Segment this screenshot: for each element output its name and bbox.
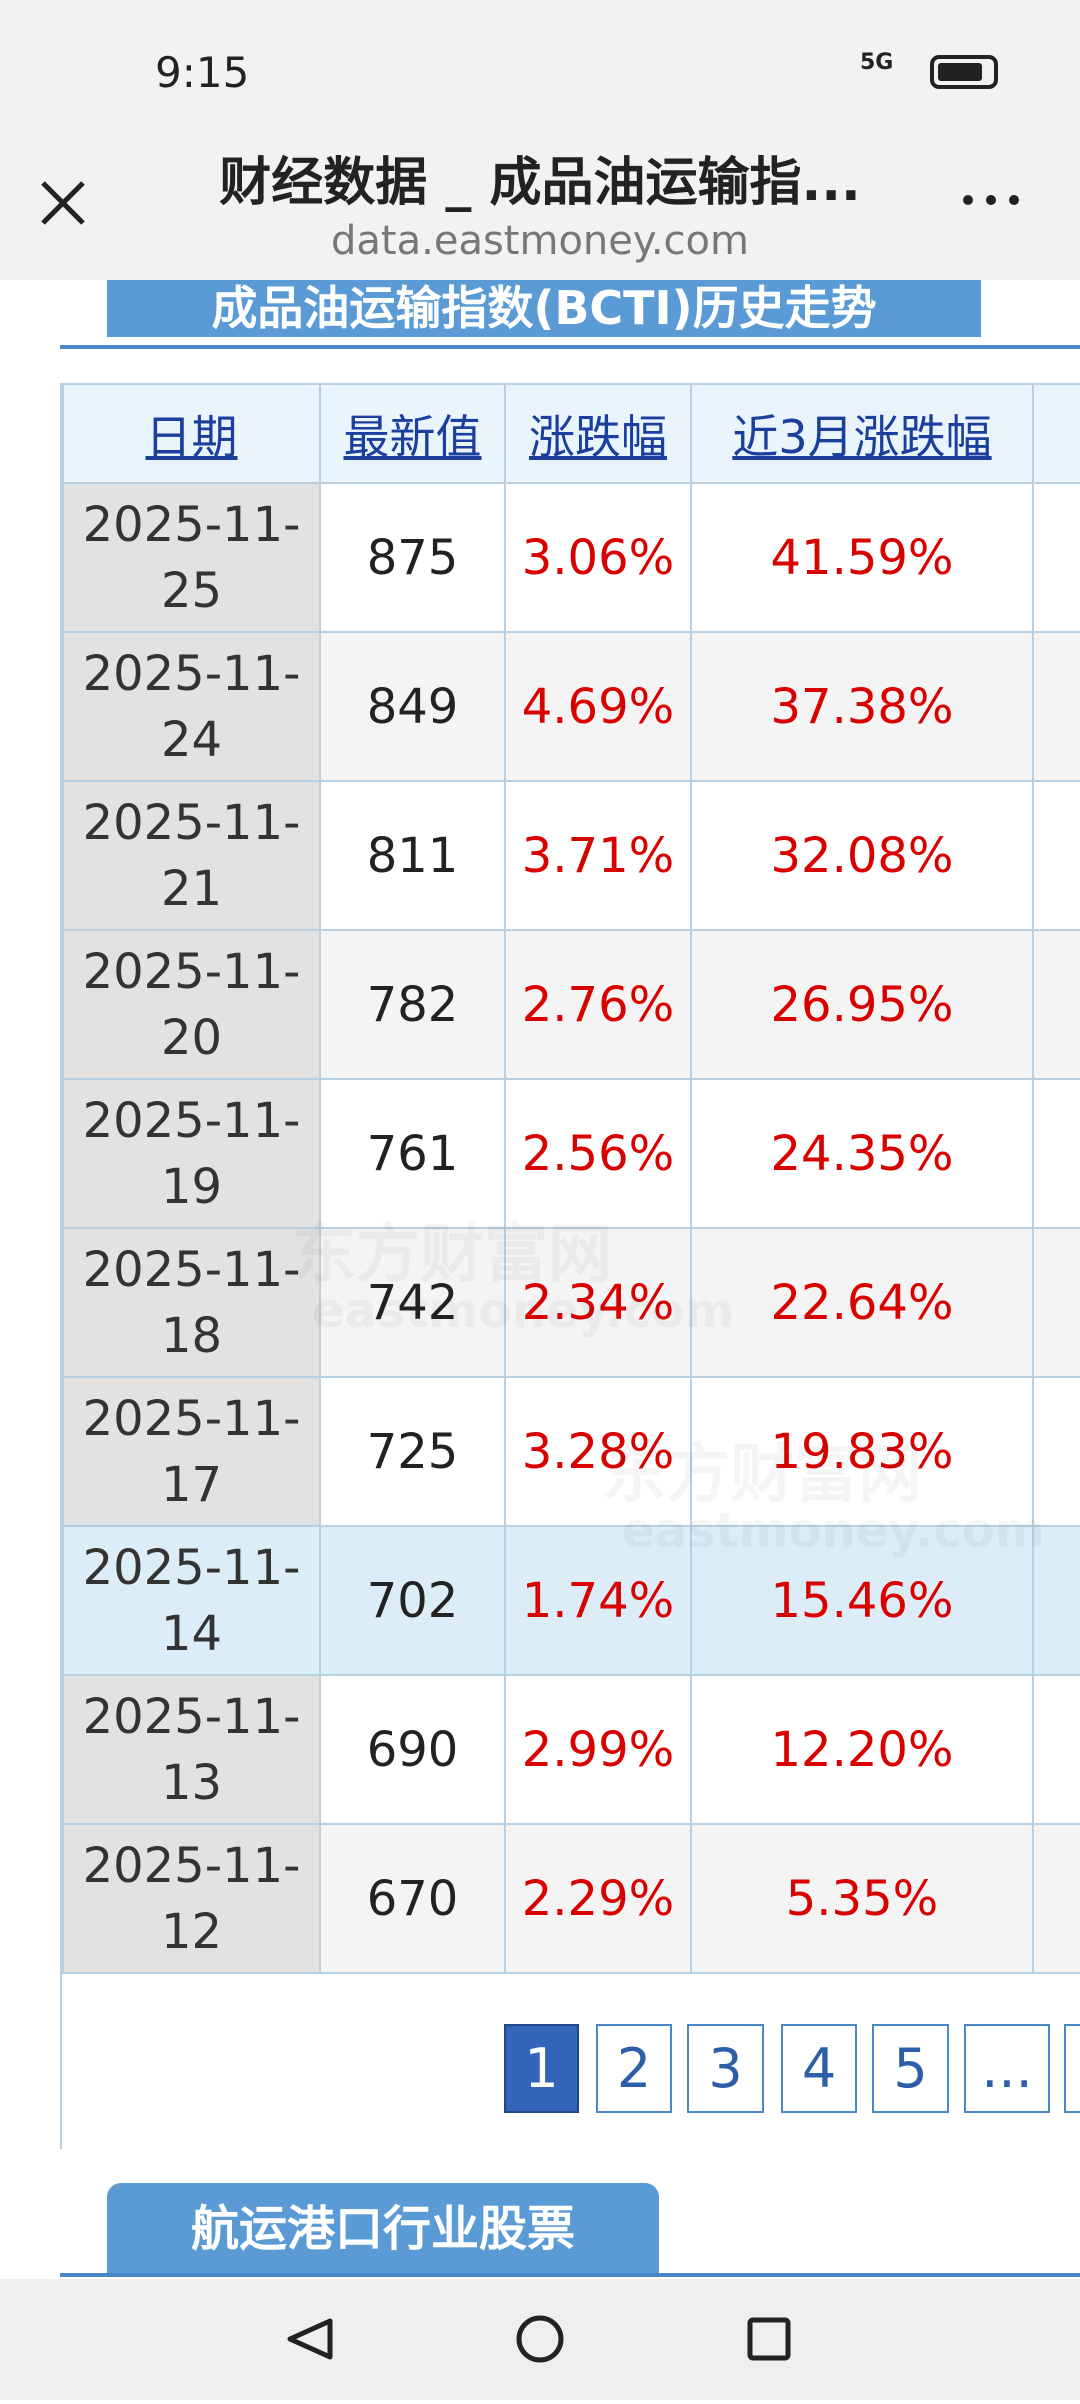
table-row: 2025-11-19 761 2.56% 24.35% — [62, 1078, 1080, 1229]
divider — [60, 345, 1080, 349]
cell: 37.38% — [690, 631, 1034, 782]
cell — [1032, 1823, 1080, 1974]
divider — [60, 2273, 1080, 2277]
cell: 2025-11-25 — [62, 482, 321, 633]
cell: 2.56% — [504, 1078, 692, 1229]
cell — [1032, 631, 1080, 782]
column-header[interactable]: 涨跌幅 — [504, 383, 692, 484]
cell: 702 — [319, 1525, 506, 1676]
cell: 2.99% — [504, 1674, 692, 1825]
table-row: 2025-11-21 811 3.71% 32.08% — [62, 780, 1080, 931]
cell: 2025-11-24 — [62, 631, 321, 782]
cell — [1032, 1376, 1080, 1527]
cell: 12.20% — [690, 1674, 1034, 1825]
cell: 2025-11-17 — [62, 1376, 321, 1527]
browser-bar: 9:15 5G 财经数据 _ 成品油运输指... data.eastmoney.… — [0, 0, 1080, 280]
table-wrap: 日期最新值涨跌幅近3月涨跌幅近 2025-11-258753.06%41.59%… — [60, 383, 1080, 2149]
cell — [1032, 929, 1080, 1080]
cell: 3.06% — [504, 482, 692, 633]
table-row: 2025-11-25 875 3.06% 41.59% — [62, 482, 1080, 633]
battery — [930, 55, 998, 89]
cell: 2025-11-19 — [62, 1078, 321, 1229]
page-button[interactable]: 5 — [872, 2024, 949, 2113]
cell: 2.34% — [504, 1227, 692, 1378]
cell: 3.71% — [504, 780, 692, 931]
cell: 26.95% — [690, 929, 1034, 1080]
table-row: 2025-11-18 742 2.34% 22.64% — [62, 1227, 1080, 1378]
table-row: 2025-11-17 725 3.28% 19.83% — [62, 1376, 1080, 1527]
cell: 782 — [319, 929, 506, 1080]
cell: 4.69% — [504, 631, 692, 782]
page-button[interactable]: 3 — [687, 2024, 764, 2113]
recents-button[interactable] — [747, 2317, 791, 2361]
cell: 2025-11-13 — [62, 1674, 321, 1825]
cell: 690 — [319, 1674, 506, 1825]
cell: 725 — [319, 1376, 506, 1527]
cell: 2.76% — [504, 929, 692, 1080]
cell: 2025-11-12 — [62, 1823, 321, 1974]
next-section-tab[interactable]: 航运港口行业股票 — [107, 2183, 659, 2275]
table-row: 2025-11-24 849 4.69% 37.38% — [62, 631, 1080, 782]
cell: 2025-11-14 — [62, 1525, 321, 1676]
home-button[interactable] — [516, 2315, 564, 2363]
cell — [1032, 1078, 1080, 1229]
back-button[interactable] — [287, 2318, 333, 2360]
nav-icons — [287, 2315, 791, 2363]
menu-button[interactable] — [960, 190, 1022, 210]
table-row: 2025-11-14 702 1.74% 15.46% — [62, 1525, 1080, 1676]
cell: 849 — [319, 631, 506, 782]
section-title: 成品油运输指数(BCTI)历史走势 — [107, 280, 981, 337]
cell: 24.35% — [690, 1078, 1034, 1229]
cell: 875 — [319, 482, 506, 633]
cell: 22.64% — [690, 1227, 1034, 1378]
table-row: 2025-11-12 670 2.29% 5.35% — [62, 1823, 1080, 1974]
cell: 5.35% — [690, 1823, 1034, 1974]
cell: 670 — [319, 1823, 506, 1974]
cell — [1032, 1525, 1080, 1676]
page-button[interactable]: 1 — [504, 2024, 579, 2113]
cell: 2025-11-20 — [62, 929, 321, 1080]
time: 9:15 — [155, 48, 250, 97]
column-header[interactable]: 日期 — [62, 383, 321, 484]
column-header[interactable]: 近 — [1032, 383, 1080, 484]
cell — [1032, 482, 1080, 633]
cell — [1032, 1674, 1080, 1825]
column-header[interactable]: 近3月涨跌幅 — [690, 383, 1034, 484]
cell: 761 — [319, 1078, 506, 1229]
network: 5G — [860, 50, 894, 75]
cell: 32.08% — [690, 780, 1034, 931]
page-button[interactable]: ... — [964, 2024, 1050, 2113]
column-header[interactable]: 最新值 — [319, 383, 506, 484]
cell: 19.83% — [690, 1376, 1034, 1527]
cell: 2025-11-18 — [62, 1227, 321, 1378]
table-row: 2025-11-20 782 2.76% 26.95% — [62, 929, 1080, 1080]
cell — [1032, 780, 1080, 931]
cell: 3.28% — [504, 1376, 692, 1527]
cell: 811 — [319, 780, 506, 931]
page-button[interactable]: 4 — [781, 2024, 857, 2113]
url: data.eastmoney.com — [331, 218, 749, 264]
table-row: 2025-11-13 690 2.99% 12.20% — [62, 1674, 1080, 1825]
close-button[interactable] — [38, 178, 88, 228]
page-button[interactable]: 2 — [596, 2024, 672, 2113]
page-title: 财经数据 _ 成品油运输指... — [219, 153, 861, 213]
pagination: 1 2 3 4 5... — [62, 1974, 1080, 2149]
cell: 1.74% — [504, 1525, 692, 1676]
cell: 2025-11-21 — [62, 780, 321, 931]
cell: 15.46% — [690, 1525, 1034, 1676]
cell: 41.59% — [690, 482, 1034, 633]
cell — [1032, 1227, 1080, 1378]
data-table: 日期最新值涨跌幅近3月涨跌幅近 2025-11-258753.06%41.59%… — [62, 383, 1080, 1974]
cell: 2.29% — [504, 1823, 692, 1974]
cell: 742 — [319, 1227, 506, 1378]
header-row: 日期最新值涨跌幅近3月涨跌幅近 — [62, 383, 1080, 484]
page-button[interactable] — [1064, 2024, 1080, 2113]
nav-bar — [0, 2279, 1080, 2400]
